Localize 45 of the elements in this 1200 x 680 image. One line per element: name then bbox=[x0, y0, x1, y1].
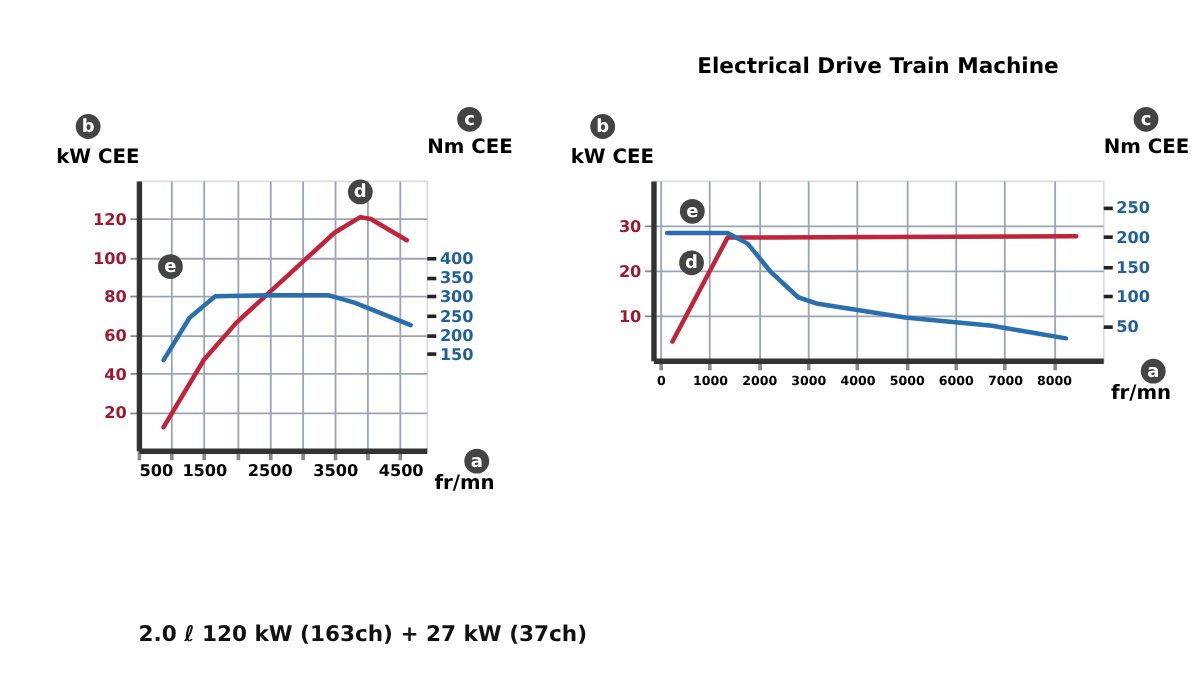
x-tick-label: 2500 bbox=[247, 460, 294, 481]
y-tick-label: 20 bbox=[104, 402, 128, 423]
line-series bbox=[161, 214, 410, 430]
y2-tick-label: 50 bbox=[1116, 316, 1140, 337]
y-axis-title: kW CEE bbox=[56, 147, 140, 170]
y2-tick-label: 100 bbox=[1116, 286, 1151, 307]
y2-axis-title: Nm CEE bbox=[427, 136, 514, 159]
y-tick-label: 40 bbox=[104, 363, 128, 384]
chart-title: Electrical Drive Train Machine bbox=[697, 52, 1059, 79]
text: e bbox=[164, 257, 177, 278]
y2-tick-label: 150 bbox=[1116, 256, 1151, 277]
text: a bbox=[470, 452, 483, 473]
y-axis-title: kW CEE bbox=[570, 147, 655, 170]
text: c bbox=[464, 110, 475, 131]
x-axis-title: fr/mn bbox=[434, 473, 495, 496]
y2-tick-label: 200 bbox=[439, 324, 475, 345]
series-label: e bbox=[686, 202, 699, 223]
line-series bbox=[161, 293, 413, 363]
y2-tick-label: 400 bbox=[439, 247, 475, 268]
y-tick-label: 60 bbox=[104, 324, 128, 345]
y-tick-label: 120 bbox=[93, 209, 128, 230]
text: b bbox=[596, 117, 611, 138]
y2-tick-label: 350 bbox=[439, 267, 475, 288]
y2-tick-label: 250 bbox=[1116, 196, 1151, 217]
y2-tick-label: 250 bbox=[439, 305, 475, 326]
x-tick-label: 3500 bbox=[313, 460, 359, 481]
y-tick-label: 80 bbox=[104, 286, 128, 307]
x-tick-label: 500 bbox=[139, 460, 174, 481]
x-axis-title: fr/mn bbox=[1110, 383, 1172, 406]
y2-tick-label: 200 bbox=[1116, 226, 1151, 247]
y-tick-label: 20 bbox=[618, 260, 643, 281]
y-tick-label: 30 bbox=[618, 215, 643, 236]
y-tick-label: 10 bbox=[618, 305, 643, 326]
text: a bbox=[1147, 362, 1160, 383]
series-label: d bbox=[685, 254, 698, 275]
text: c bbox=[1140, 110, 1152, 131]
series-label: d bbox=[353, 183, 367, 204]
x-tick-label: 1500 bbox=[182, 460, 229, 481]
x-tick-label: 4500 bbox=[378, 460, 425, 481]
text: 2.0 ℓ 120 kW (163ch) + 27 kW (37ch) bbox=[138, 621, 587, 648]
y2-axis-title: Nm CEE bbox=[1103, 136, 1190, 159]
y-tick-label: 100 bbox=[93, 247, 128, 268]
y2-tick-label: 150 bbox=[439, 344, 475, 365]
text: b bbox=[81, 117, 96, 138]
y2-tick-label: 300 bbox=[439, 286, 475, 307]
